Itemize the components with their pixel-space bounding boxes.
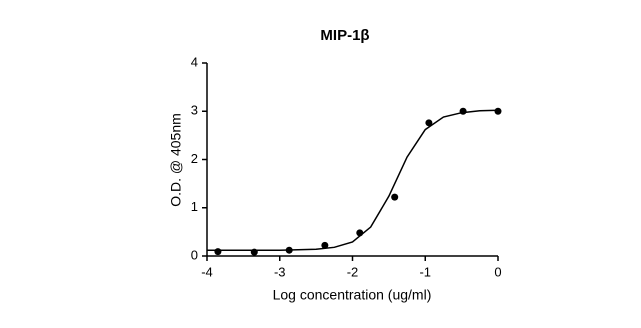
data-point bbox=[391, 193, 399, 201]
chart-title: MIP-1β bbox=[320, 27, 369, 44]
fit-curve bbox=[207, 109, 499, 251]
y-tick-label: 1 bbox=[191, 199, 198, 214]
y-tick-label: 0 bbox=[191, 247, 198, 262]
x-tick-label: 0 bbox=[494, 264, 501, 279]
data-point bbox=[321, 241, 329, 249]
data-point bbox=[494, 107, 502, 115]
y-tick-label: 2 bbox=[191, 151, 198, 166]
x-tick-label: -2 bbox=[347, 264, 359, 279]
y-tick-label: 3 bbox=[191, 103, 198, 118]
data-point bbox=[425, 119, 433, 127]
data-point bbox=[214, 248, 222, 256]
x-tick-label: -1 bbox=[419, 264, 431, 279]
x-axis-label: Log concentration (ug/ml) bbox=[273, 287, 432, 303]
y-axis-label: O.D. @ 405nm bbox=[168, 113, 184, 207]
x-tick-label: -3 bbox=[274, 264, 286, 279]
y-tick-label: 4 bbox=[191, 54, 198, 69]
x-tick-label: -4 bbox=[201, 264, 213, 279]
